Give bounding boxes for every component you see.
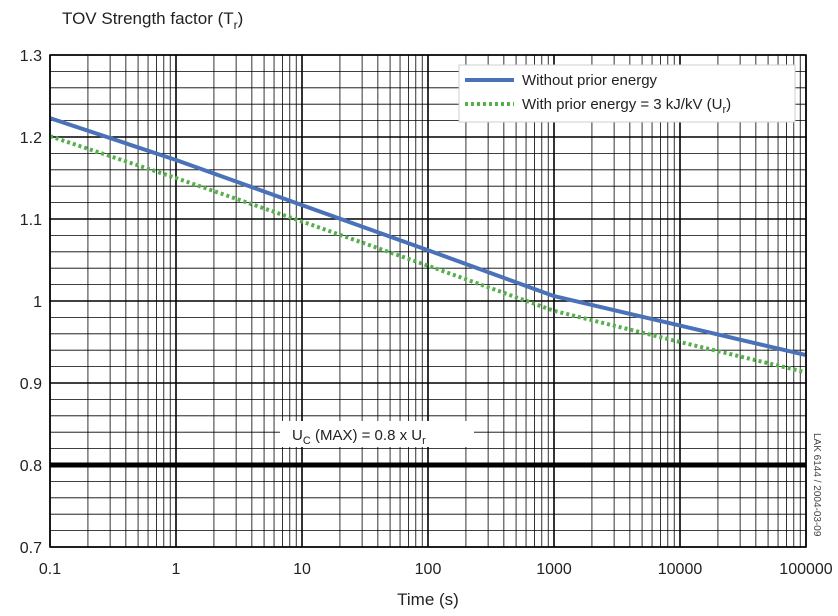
x-tick-label: 1 xyxy=(172,561,181,578)
plot-frame xyxy=(49,54,807,548)
reference-label-background xyxy=(280,421,474,447)
y-axis-ticks: 0.7 0.8 0.9 1 1.1 1.2 1.3 xyxy=(20,48,42,557)
x-axis-ticks: 0.1 1 10 100 1000 10000 100000 xyxy=(39,561,833,578)
chart-title: TOV Strength factor (Tr) xyxy=(62,9,243,32)
y-tick-label: 1.3 xyxy=(20,48,42,65)
series-layer xyxy=(49,116,807,375)
y-tick-label: 0.9 xyxy=(20,376,42,393)
x-tick-label: 0.1 xyxy=(39,561,61,578)
y-tick-label: 0.7 xyxy=(20,540,42,557)
legend-label-with-prior-energy: With prior energy = 3 kJ/kV (Ur) xyxy=(522,96,731,116)
x-tick-label: 10 xyxy=(293,561,311,578)
chart-title-close: ) xyxy=(238,9,244,28)
legend-label-without-prior-energy: Without prior energy xyxy=(522,72,658,89)
x-tick-label: 1000 xyxy=(536,561,572,578)
series-line-without-prior-energy xyxy=(49,116,807,358)
legend: Without prior energy With prior energy =… xyxy=(458,64,796,123)
chart-title-main: TOV Strength factor (T xyxy=(62,9,234,28)
reference-line-label: UC (MAX) = 0.8 x Ur xyxy=(292,427,426,447)
x-axis-label: Time (s) xyxy=(397,590,459,609)
source-note: LAK 6144 / 2004-03-09 xyxy=(811,433,822,537)
series-line-with-prior-energy xyxy=(49,134,807,375)
x-tick-label: 100 xyxy=(415,561,442,578)
y-tick-label: 1.1 xyxy=(20,212,42,229)
y-tick-label: 1 xyxy=(33,294,42,311)
chart-title-sub: r xyxy=(234,18,238,32)
y-tick-label: 1.2 xyxy=(20,130,42,147)
x-tick-label: 100000 xyxy=(779,561,832,578)
x-tick-label: 10000 xyxy=(658,561,703,578)
legend-box xyxy=(458,64,796,123)
y-tick-label: 0.8 xyxy=(20,458,42,475)
